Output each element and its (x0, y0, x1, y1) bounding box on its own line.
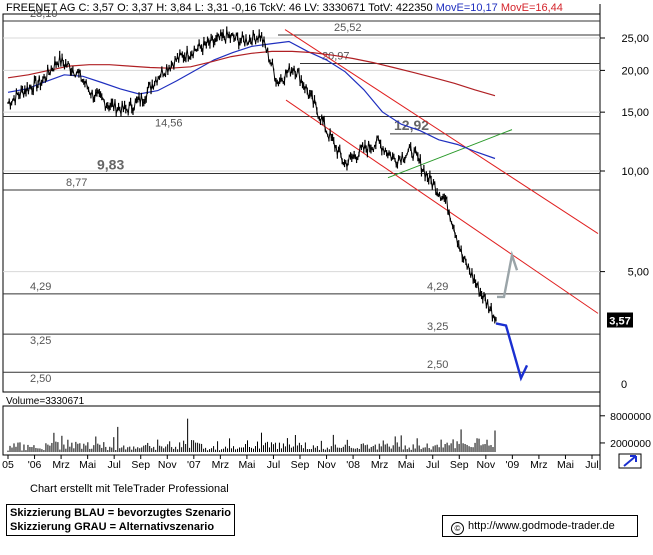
grid-lines (3, 37, 600, 273)
quote-line: C: 3,57 O: 3,37 H: 3,84 L: 3,31 -0,16 Tc… (78, 2, 433, 14)
level-label: 2,50 (427, 359, 448, 371)
chart-header: FREENET AG C: 3,57 O: 3,37 H: 3,84 L: 3,… (6, 2, 563, 14)
y-tick-label: 15,00 (621, 107, 649, 119)
triangle-line (387, 129, 513, 179)
legend-grey: Skizzierung GRAU = Alternativszenario (10, 521, 215, 533)
volume-label: Volume=3330671 (6, 396, 85, 407)
x-tick-label: Mai (398, 459, 415, 471)
chart-frame (2, 4, 601, 470)
level-label: 8,77 (66, 177, 87, 189)
x-tick-label: Jul (585, 459, 598, 471)
ma-fast-label: MovE=10,17 (435, 2, 498, 14)
level-label: 3,25 (30, 335, 51, 347)
instrument-name: FREENET AG (6, 2, 76, 14)
source-url: http://www.godmode-trader.de (468, 520, 615, 532)
x-tick-label: '09 (506, 459, 520, 471)
copyright-icon: © (451, 522, 464, 535)
y-tick-label: 10,00 (621, 166, 649, 178)
level-label: 4,29 (427, 281, 448, 293)
volume-panel: 8000000 2000000 (7, 411, 651, 452)
level-label: 2,50 (30, 373, 51, 385)
scenario-legend: Skizzierung BLAU = bevorzugtes Szenario … (6, 504, 235, 536)
price-line (7, 30, 497, 321)
scenario-blue-path (495, 322, 529, 382)
scenario-sketches (495, 250, 529, 382)
x-tick-label: Sep (450, 459, 469, 471)
trend-channel (284, 29, 599, 314)
x-tick-label: 05 (2, 459, 14, 471)
level-label: 3,25 (427, 321, 448, 333)
x-tick-label: Mrz (52, 459, 70, 471)
ma-slow-line (7, 50, 496, 97)
x-tick-label: Sep (291, 459, 310, 471)
x-tick-label: '07 (187, 459, 201, 471)
level-label: 25,52 (334, 22, 362, 34)
level-label: 9,83 (97, 156, 124, 172)
level-label: 12,92 (394, 117, 429, 133)
volume-tick-label: 2000000 (610, 438, 651, 450)
x-tick-label: Nov (317, 459, 336, 471)
y-tick-label: 25,00 (621, 33, 649, 45)
ma-fast-line (7, 40, 496, 160)
x-tick-label: Mrz (212, 459, 230, 471)
level-label: 14,56 (155, 117, 183, 129)
x-tick-label: Jul (107, 459, 120, 471)
y-tick-label: 0 (621, 379, 627, 391)
credit-text: Chart erstellt mit TeleTrader Profession… (30, 483, 229, 495)
source-link[interactable]: © http://www.godmode-trader.de (442, 515, 638, 537)
support-resistance-levels: 28,10 25,52 20,97 14,56 12,92 9,83 8,77 4,29 4,2… (3, 8, 600, 385)
y-tick-label: 20,00 (621, 65, 649, 77)
last-price-tag (607, 312, 633, 328)
x-tick-label: '08 (346, 459, 360, 471)
legend-blue: Skizzierung BLAU = bevorzugtes Szenario (10, 507, 231, 519)
scroll-arrow-icon (623, 455, 637, 467)
x-tick-label: Mrz (371, 459, 389, 471)
ma-slow-label: MovE=16,44 (500, 2, 563, 14)
channel-lower (285, 99, 599, 314)
x-tick-label: Nov (476, 459, 495, 471)
x-tick-label: Mai (557, 459, 574, 471)
price-series (7, 26, 497, 324)
x-tick-label: Mai (238, 459, 255, 471)
x-tick-label: Nov (158, 459, 177, 471)
y-axis: 25,00 20,00 15,00 10,00 5,00 0 3,57 (600, 33, 649, 391)
last-price-label: 3,57 (609, 316, 630, 328)
y-tick-label: 5,00 (628, 267, 649, 279)
x-tick-label: Sep (131, 459, 150, 471)
level-label: 4,29 (30, 281, 51, 293)
x-axis: 05 '06 Mrz Mai Jul Sep Nov '07 Mrz Mai Jul Sep Nov '0… (2, 453, 642, 471)
x-tick-label: '06 (28, 459, 42, 471)
level-label: 20,97 (322, 51, 350, 63)
moving-averages (7, 40, 496, 160)
scenario-grey-path (497, 250, 519, 299)
volume-tick-label: 8000000 (610, 411, 651, 423)
level-label: 28,10 (30, 8, 58, 20)
channel-upper (284, 29, 599, 234)
x-tick-label: Mrz (530, 459, 548, 471)
x-tick-label: Jul (426, 459, 439, 471)
x-tick-label: Mai (79, 459, 96, 471)
x-tick-label: Jul (267, 459, 280, 471)
